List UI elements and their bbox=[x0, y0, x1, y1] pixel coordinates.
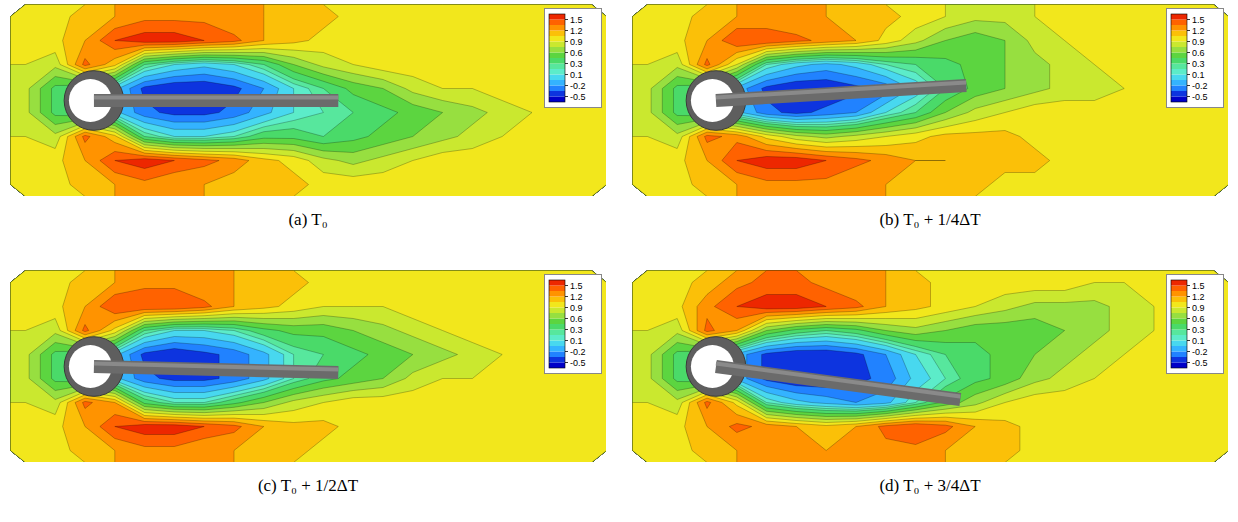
svg-text:0.6: 0.6 bbox=[1192, 314, 1205, 324]
svg-text:1.5: 1.5 bbox=[570, 15, 583, 25]
svg-text:0.9: 0.9 bbox=[570, 303, 583, 313]
svg-text:1.5: 1.5 bbox=[1192, 281, 1205, 291]
html-text:(c) T₀ + 1/2ΔT: (c) T₀ + 1/2ΔT bbox=[257, 476, 359, 495]
html-text:(a) T₀: (a) T₀ bbox=[288, 210, 328, 229]
svg-text:0.3: 0.3 bbox=[570, 325, 583, 335]
svg-text:0.1: 0.1 bbox=[570, 336, 583, 346]
svg-text:0.6: 0.6 bbox=[1192, 48, 1205, 58]
svg-text:0.6: 0.6 bbox=[570, 314, 583, 324]
svg-text:1.5: 1.5 bbox=[1192, 15, 1205, 25]
svg-text:0.3: 0.3 bbox=[570, 59, 583, 69]
svg-text:0.3: 0.3 bbox=[1192, 325, 1205, 335]
svg-text:0.1: 0.1 bbox=[570, 70, 583, 80]
svg-text:-0.2: -0.2 bbox=[1192, 81, 1208, 91]
html-text:(d) T₀ + 3/4ΔT: (d) T₀ + 3/4ΔT bbox=[879, 476, 981, 495]
svg-text:0.9: 0.9 bbox=[570, 37, 583, 47]
svg-text:-0.5: -0.5 bbox=[1192, 358, 1208, 368]
svg-text:-0.2: -0.2 bbox=[1192, 347, 1208, 357]
svg-text:0.6: 0.6 bbox=[570, 48, 583, 58]
svg-text:1.2: 1.2 bbox=[570, 26, 583, 36]
svg-text:1.2: 1.2 bbox=[1192, 26, 1205, 36]
svg-text:0.1: 0.1 bbox=[1192, 336, 1205, 346]
svg-text:0.9: 0.9 bbox=[1192, 37, 1205, 47]
svg-text:1.5: 1.5 bbox=[570, 281, 583, 291]
html-text:(b) T₀ + 1/4ΔT: (b) T₀ + 1/4ΔT bbox=[879, 210, 981, 229]
svg-text:-0.5: -0.5 bbox=[1192, 92, 1208, 102]
svg-text:0.3: 0.3 bbox=[1192, 59, 1205, 69]
svg-text:0.9: 0.9 bbox=[1192, 303, 1205, 313]
svg-text:1.2: 1.2 bbox=[570, 292, 583, 302]
svg-text:-0.5: -0.5 bbox=[570, 358, 586, 368]
svg-text:1.2: 1.2 bbox=[1192, 292, 1205, 302]
svg-text:0.1: 0.1 bbox=[1192, 70, 1205, 80]
svg-text:-0.2: -0.2 bbox=[570, 347, 586, 357]
svg-text:-0.5: -0.5 bbox=[570, 92, 586, 102]
svg-text:-0.2: -0.2 bbox=[570, 81, 586, 91]
